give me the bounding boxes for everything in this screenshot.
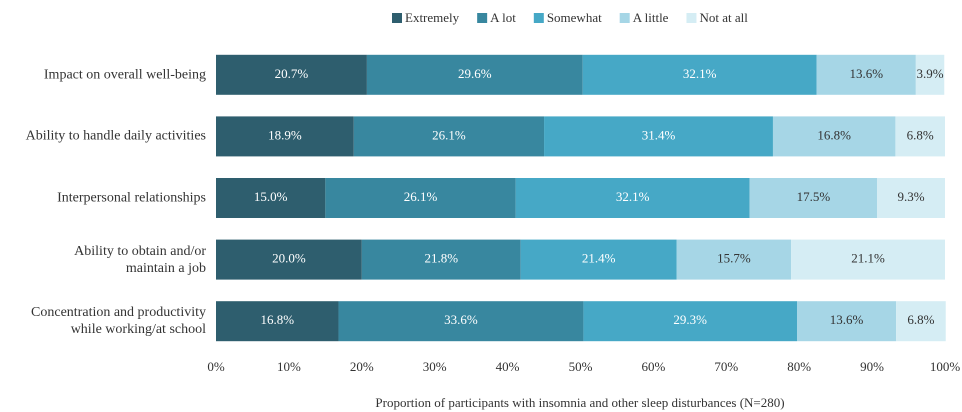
data-label: 26.1%: [432, 127, 466, 142]
legend-swatch: [392, 13, 402, 23]
data-label: 15.0%: [254, 189, 288, 204]
legend-label: A little: [633, 10, 669, 25]
data-label: 29.6%: [458, 66, 492, 81]
bar-segment: [515, 178, 750, 218]
data-label: 29.3%: [673, 312, 707, 327]
data-label: 6.8%: [907, 312, 934, 327]
data-label: 32.1%: [683, 66, 717, 81]
category-label: Ability to obtain and/or maintain a job: [74, 243, 206, 276]
x-tick-label: 100%: [930, 359, 961, 374]
bar-segment: [520, 239, 677, 280]
bar-segment: [361, 239, 521, 280]
category-label: Ability to handle daily activities: [25, 128, 206, 144]
x-tick-label: 40%: [496, 359, 520, 374]
x-tick-label: 0%: [207, 359, 225, 374]
x-tick-label: 50%: [569, 359, 593, 374]
bar-segment: [216, 116, 354, 157]
data-label: 31.4%: [642, 127, 676, 142]
bar-segment: [797, 301, 897, 342]
data-label: 21.1%: [851, 251, 885, 266]
bar-segment: [895, 116, 945, 157]
legend-label: Not at all: [699, 10, 748, 25]
data-label: 9.3%: [898, 189, 925, 204]
category-label: Concentration and productivity while wor…: [31, 305, 206, 338]
bar-segment: [791, 239, 945, 280]
x-tick-label: 80%: [787, 359, 811, 374]
bar-segment: [338, 301, 584, 342]
bar-segment: [544, 116, 773, 157]
data-label: 21.8%: [424, 251, 458, 266]
x-tick-label: 10%: [277, 359, 301, 374]
data-label: 16.8%: [817, 127, 851, 142]
bar-segment: [816, 54, 916, 95]
data-label: 33.6%: [444, 312, 478, 327]
data-label: 17.5%: [797, 189, 831, 204]
data-label: 13.6%: [830, 312, 864, 327]
category-label: Interpersonal relationships: [57, 190, 206, 206]
data-label: 13.6%: [849, 66, 883, 81]
data-label: 3.9%: [917, 66, 944, 81]
bar-segment: [915, 54, 945, 95]
data-label: 16.8%: [260, 312, 294, 327]
data-label: 32.1%: [616, 189, 650, 204]
bar-segment: [216, 239, 362, 280]
bar-segment: [896, 301, 946, 342]
data-label: 21.4%: [582, 251, 616, 266]
x-tick-label: 60%: [641, 359, 665, 374]
bar-segment: [325, 178, 516, 218]
data-label: 26.1%: [404, 189, 438, 204]
data-label: 20.0%: [272, 251, 306, 266]
legend-swatch: [477, 13, 488, 23]
x-axis-title: Proportion of participants with insomnia…: [375, 395, 784, 410]
data-label: 18.9%: [268, 127, 302, 142]
bar-segment: [216, 178, 326, 218]
legend-swatch: [533, 13, 544, 23]
bar-segment: [216, 301, 339, 342]
bar-segment: [582, 54, 817, 95]
x-tick-label: 30%: [423, 359, 447, 374]
legend-swatch: [619, 13, 630, 23]
legend-label: A lot: [490, 10, 516, 25]
data-label: 15.7%: [717, 251, 751, 266]
bar-segment: [749, 178, 878, 218]
bar-segment: [877, 178, 945, 218]
data-label: 6.8%: [907, 127, 934, 142]
bar-segment: [353, 116, 545, 157]
category-label: Impact on overall well-being: [43, 67, 206, 83]
bar-segment: [216, 54, 367, 95]
bar-segment: [583, 301, 798, 342]
data-label: 20.7%: [275, 66, 309, 81]
x-tick-label: 70%: [714, 359, 738, 374]
x-tick-label: 90%: [860, 359, 884, 374]
legend-label: Somewhat: [547, 10, 602, 25]
x-tick-label: 20%: [350, 359, 374, 374]
legend-label: Extremely: [405, 10, 460, 25]
bar-segment: [676, 239, 792, 280]
legend-swatch: [686, 13, 697, 23]
bar-segment: [772, 116, 896, 157]
bar-segment: [366, 54, 583, 95]
